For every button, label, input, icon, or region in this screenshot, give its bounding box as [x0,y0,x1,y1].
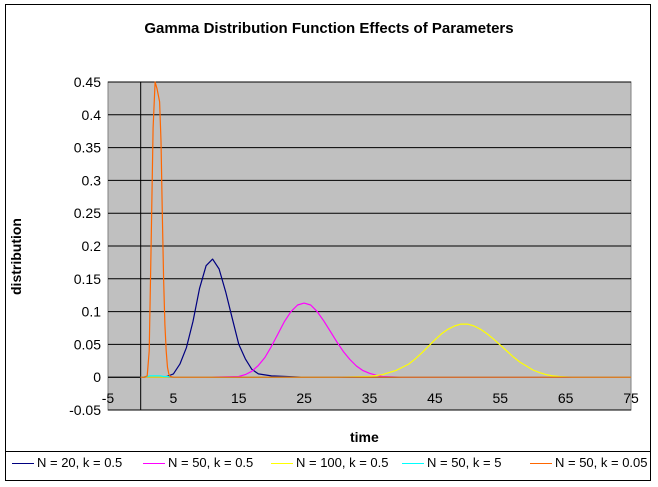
x-axis-label: time [350,429,379,445]
x-tick-label: -5 [102,390,115,406]
legend-item: N = 20, k = 0.5 [12,455,122,470]
x-tick-label: 45 [427,390,443,406]
y-tick-label: 0 [93,369,101,385]
x-tick-label: 5 [169,390,177,406]
x-tick-label: 25 [296,390,312,406]
legend-label: N = 50, k = 0.05 [555,455,648,470]
legend-swatch [402,463,424,465]
x-tick-label: 75 [623,390,639,406]
legend-item: N = 50, k = 0.5 [143,455,253,470]
legend-item: N = 100, k = 0.5 [271,455,389,470]
legend-label: N = 50, k = 0.5 [168,455,254,470]
y-tick-label: 0.45 [74,74,101,90]
x-tick-label: 55 [492,390,508,406]
legend-swatch [530,463,552,465]
x-tick-label: 65 [558,390,574,406]
legend-item: N = 50, k = 5 [402,455,501,470]
y-tick-label: 0.4 [82,107,102,123]
legend-swatch [143,463,165,465]
x-tick-label: 15 [231,390,247,406]
y-tick-label: -0.05 [69,402,101,418]
legend-item: N = 50, k = 0.05 [530,455,648,470]
y-tick-label: 0.1 [82,304,102,320]
x-tick-label: 35 [362,390,378,406]
y-tick-label: 0.05 [74,336,101,352]
series-line-3 [140,323,631,378]
legend [5,451,651,481]
chart-title: Gamma Distribution Function Effects of P… [144,20,514,37]
legend-label: N = 20, k = 0.5 [37,455,123,470]
y-tick-label: 0.35 [74,140,101,156]
series-line-5 [140,81,631,378]
y-tick-label: 0.25 [74,205,101,221]
plot-layer: -0.05 0 0.05 0.1 0.15 0.2 0.25 0.3 0.35 0.4 0.45 -5… [69,74,639,418]
legend-swatch [271,463,293,465]
y-tick-label: 0.15 [74,271,101,287]
y-tick-label: 0.3 [82,172,102,188]
legend-label: N = 50, k = 5 [427,455,502,470]
legend-swatch [12,463,34,465]
y-tick-label: 0.2 [82,238,102,254]
legend-label: N = 100, k = 0.5 [296,455,389,470]
